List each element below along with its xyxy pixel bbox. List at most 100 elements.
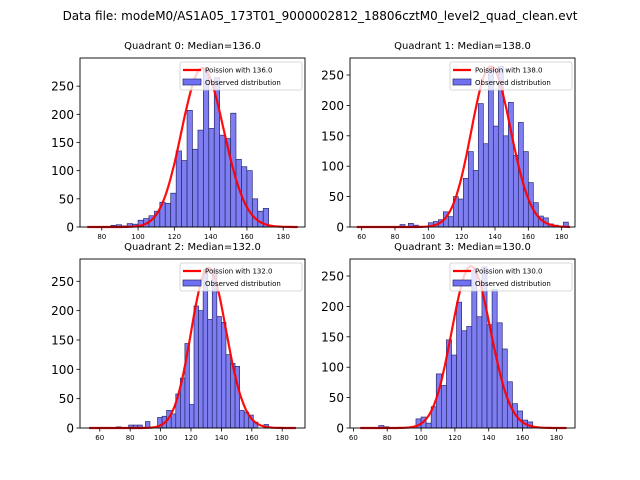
legend: Poission with 138.0 Observed distribution <box>449 61 573 91</box>
histogram-bar <box>193 305 199 429</box>
x-tick-label: 140 <box>482 434 495 442</box>
x-tick-label: 100 <box>131 233 144 241</box>
x-tick-label: 180 <box>277 233 290 241</box>
histogram-bar <box>486 324 493 429</box>
y-tick-label: 250 <box>51 80 74 94</box>
axes-frame <box>79 258 306 429</box>
histogram-bar <box>467 151 474 228</box>
histogram-bar <box>451 354 457 429</box>
x-tick-label: 80 <box>97 233 106 241</box>
y-tick-label: 50 <box>329 190 344 204</box>
x-tick-label: 80 <box>391 233 400 241</box>
x-tick-label: 160 <box>522 233 535 241</box>
y-tick-label: 100 <box>51 164 74 178</box>
x-tick-label: 120 <box>455 233 468 241</box>
histogram-bar <box>472 170 479 228</box>
histogram-bar <box>197 129 204 228</box>
subplot-quadrant-0: Quadrant 0: Median=136.0 80 100 120 140 160 18… <box>51 41 306 241</box>
legend-label-observed: Observed distribution <box>205 280 281 288</box>
legend-label-poisson: Poission with 136.0 <box>205 67 273 75</box>
subplot-quadrant-3: Quadrant 3: Median=130.0 60 80 100 120 140 160… <box>321 242 576 442</box>
legend: Poission with 130.0 Observed distribution <box>449 262 573 292</box>
x-tick-label: 140 <box>204 233 217 241</box>
y-tick-label: 0 <box>336 422 344 436</box>
subplot-title: Quadrant 0: Median=136.0 <box>124 41 261 52</box>
histogram-bar <box>466 326 473 429</box>
y-tick-label: 100 <box>51 363 74 377</box>
y-tick-label: 50 <box>329 391 344 405</box>
y-tick-label: 250 <box>321 270 344 284</box>
histogram-bar <box>208 128 215 228</box>
histogram-bar <box>225 354 231 429</box>
y-tick-label: 150 <box>321 129 344 143</box>
histogram-bar <box>207 319 213 429</box>
histogram-bar <box>202 269 209 429</box>
legend-box <box>179 61 303 91</box>
histogram-bar <box>186 110 193 228</box>
legend: Poission with 136.0 Observed distribution <box>179 61 303 91</box>
histogram-bar <box>203 68 210 228</box>
subplot-title: Quadrant 2: Median=132.0 <box>124 242 261 253</box>
histogram-bar <box>482 143 489 228</box>
x-tick-label: 160 <box>516 434 529 442</box>
legend-box <box>449 61 573 91</box>
x-tick-label: 160 <box>240 233 253 241</box>
histogram-bar <box>211 269 218 429</box>
y-tick-label: 0 <box>66 422 74 436</box>
histogram-bar <box>441 385 447 429</box>
histogram-bar <box>221 322 227 429</box>
y-tick-label: 50 <box>59 392 74 406</box>
y-tick-label: 150 <box>321 330 344 344</box>
legend-label-poisson: Poission with 132.0 <box>205 268 273 276</box>
y-tick-label: 200 <box>51 304 74 318</box>
histogram-bar <box>492 125 499 228</box>
histogram-bar <box>216 316 222 429</box>
y-tick-label: 150 <box>51 333 74 347</box>
subplot-title: Quadrant 1: Median=138.0 <box>394 41 531 52</box>
histogram-bar <box>189 404 195 429</box>
legend-label-observed: Observed distribution <box>205 79 281 87</box>
y-tick-label: 250 <box>321 69 344 83</box>
x-tick-label: 180 <box>276 434 289 442</box>
histogram-bar <box>181 160 188 228</box>
histogram-bar <box>192 148 199 228</box>
x-tick-label: 120 <box>168 233 181 241</box>
y-tick-label: 250 <box>51 275 74 289</box>
histogram-bar <box>502 135 509 228</box>
subplot-quadrant-1: Quadrant 1: Median=138.0 60 80 100 120 140 160… <box>321 41 576 241</box>
histogram-bar <box>246 170 253 228</box>
histogram-bar <box>175 150 182 228</box>
histogram-bar <box>239 410 245 429</box>
histogram-bar <box>477 103 484 228</box>
x-tick-label: 160 <box>245 434 258 442</box>
histogram-bar <box>425 422 432 429</box>
x-tick-label: 100 <box>414 434 427 442</box>
histogram-bar <box>456 301 463 429</box>
histogram-bar <box>487 68 494 228</box>
x-tick-label: 60 <box>357 233 366 241</box>
legend: Poission with 132.0 Observed distribution <box>179 262 303 292</box>
y-tick-label: 100 <box>321 361 344 375</box>
x-tick-label: 180 <box>555 233 568 241</box>
x-tick-label: 60 <box>95 434 104 442</box>
legend-box <box>449 262 573 292</box>
histogram-bar <box>471 269 478 429</box>
legend-bar-swatch <box>182 279 202 287</box>
x-tick-label: 120 <box>448 434 461 442</box>
histogram-bar <box>170 192 177 228</box>
histogram-bar <box>447 216 454 228</box>
histogram-bar <box>198 310 204 429</box>
histogram-bar <box>170 413 177 429</box>
legend-label-observed: Observed distribution <box>475 280 551 288</box>
histogram-bar <box>164 202 171 228</box>
x-tick-label: 180 <box>550 434 563 442</box>
histogram-bar <box>457 198 464 228</box>
legend-bar-swatch <box>182 78 202 86</box>
figure-suptitle: Data file: modeM0/AS1A05_173T01_90000028… <box>62 9 578 23</box>
histogram-bar <box>461 330 468 429</box>
axes-frame <box>349 57 576 228</box>
x-tick-label: 100 <box>422 233 435 241</box>
histogram-bar <box>476 316 483 429</box>
x-tick-label: 140 <box>488 233 501 241</box>
legend-label-poisson: Poission with 138.0 <box>475 67 543 75</box>
